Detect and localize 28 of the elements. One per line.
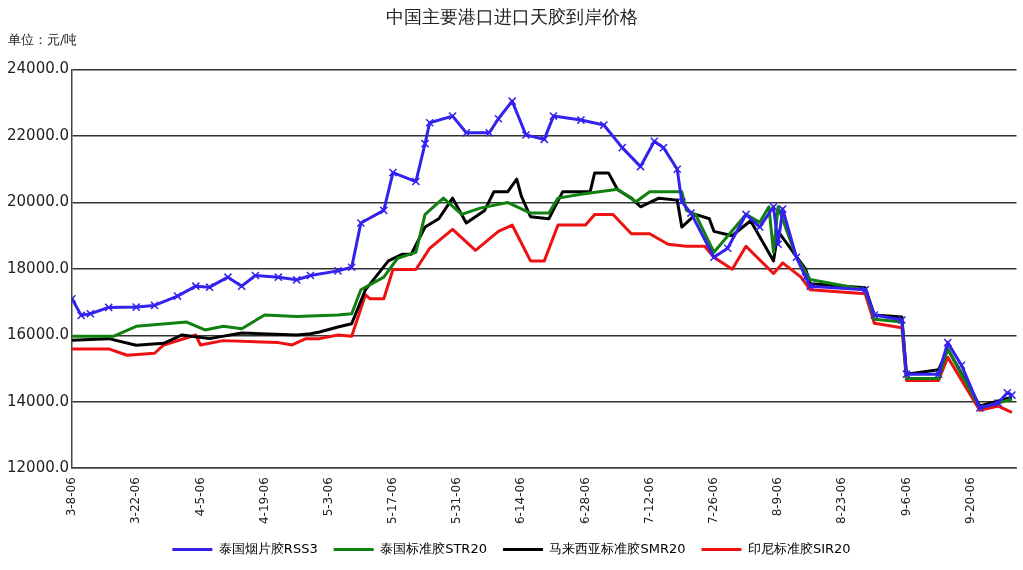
chart-title: 中国主要港口进口天胶到岸价格 (385, 6, 638, 28)
x-tick-label: 5-17-06 (385, 477, 400, 525)
x-tick-label: 9-20-06 (962, 477, 977, 525)
y-tick-label: 20000.0 (7, 192, 70, 211)
x-tick-label: 6-28-06 (577, 477, 592, 525)
legend-label: 泰国标准胶STR20 (380, 540, 487, 556)
x-tick-label: 8-9-06 (770, 477, 785, 517)
y-tick-label: 12000.0 (7, 458, 70, 477)
x-tick-label: 5-31-06 (449, 477, 464, 525)
x-tick-label: 4-19-06 (256, 477, 271, 525)
y-tick-label: 16000.0 (7, 325, 70, 344)
x-tick-label: 4-5-06 (192, 477, 207, 517)
legend-label: 泰国烟片胶RSS3 (218, 540, 318, 556)
legend-label: 马来西亚标准胶SMR20 (549, 540, 686, 556)
x-tick-label: 9-6-06 (898, 477, 913, 517)
x-tick-label: 3-22-06 (128, 477, 143, 525)
x-tick-label: 7-26-06 (706, 477, 721, 525)
x-tick-label: 5-3-06 (320, 477, 335, 517)
x-tick-label: 8-23-06 (834, 477, 849, 525)
y-tick-label: 22000.0 (7, 125, 70, 144)
text: 单位：元/吨 (8, 31, 78, 47)
x-tick-label: 7-12-06 (641, 477, 656, 525)
y-tick-label: 24000.0 (7, 59, 70, 78)
x-tick-label: 3-8-06 (64, 477, 79, 517)
y-tick-label: 18000.0 (7, 258, 70, 277)
legend-label: 印尼标准胶SIR20 (747, 540, 851, 556)
y-tick-label: 14000.0 (7, 391, 70, 410)
x-tick-label: 6-14-06 (513, 477, 528, 525)
